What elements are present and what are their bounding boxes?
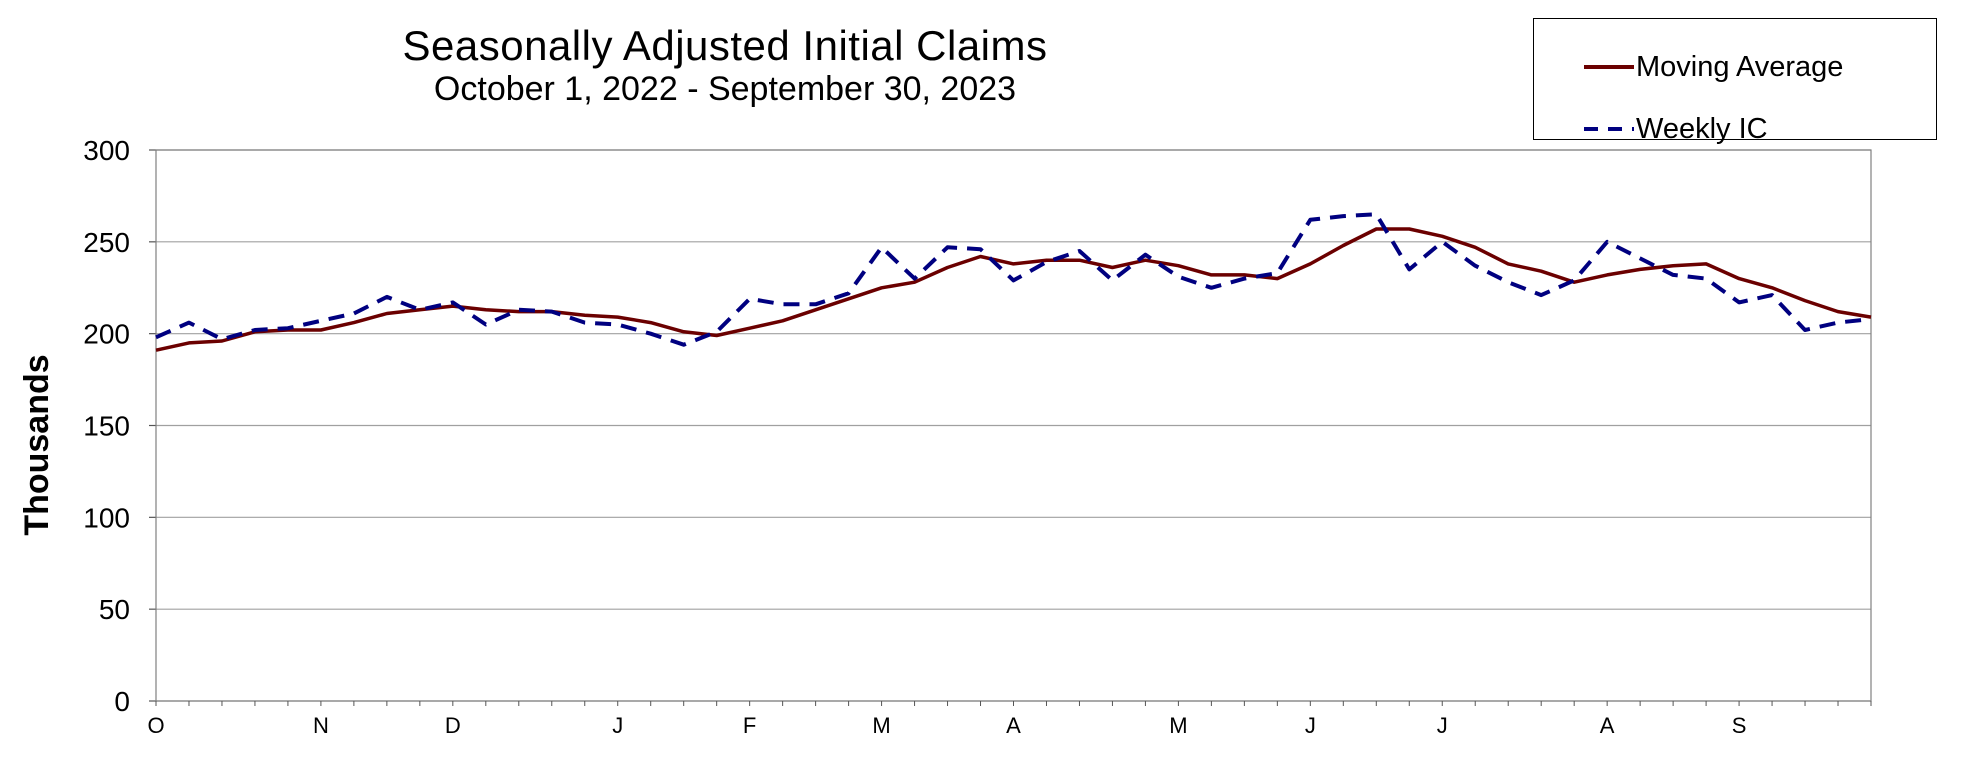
y-tick-label: 0: [114, 686, 130, 717]
x-tick-label: F: [743, 713, 756, 738]
x-tick-label: J: [1305, 713, 1316, 738]
legend: Moving Average Weekly IC: [1533, 18, 1937, 145]
y-tick-label: 100: [83, 502, 130, 533]
chart-title: Seasonally Adjusted Initial Claims: [402, 22, 1048, 69]
series-lines: [155, 212, 1872, 352]
x-tick-label: J: [612, 713, 623, 738]
y-tick-label: 300: [83, 135, 130, 166]
series-line-weekly-ic: [155, 212, 1872, 347]
x-tick-label: A: [1006, 713, 1021, 738]
legend-swatch-weekly-ic: [1584, 127, 1634, 131]
x-tick-label: A: [1600, 713, 1615, 738]
y-axis-label: Thousands: [18, 354, 56, 535]
x-tick-label: O: [147, 713, 164, 738]
y-tick-label: 50: [99, 594, 130, 625]
legend-label-moving-average: Moving Average: [1636, 50, 1844, 83]
x-tick-label: N: [313, 713, 329, 738]
y-tick-label: 200: [83, 319, 130, 350]
legend-item-weekly-ic: Weekly IC: [1584, 109, 1768, 149]
y-tick-label: 250: [83, 227, 130, 258]
legend-label-weekly-ic: Weekly IC: [1636, 112, 1768, 145]
x-tick-label: M: [872, 713, 890, 738]
x-tick-label: M: [1169, 713, 1187, 738]
y-tick-label: 150: [83, 411, 130, 442]
x-tick-label: D: [445, 713, 461, 738]
x-tick-label: J: [1437, 713, 1448, 738]
chart-subtitle: October 1, 2022 - September 30, 2023: [433, 70, 1017, 108]
x-tick-label: S: [1732, 713, 1747, 738]
series-line-moving-average: [155, 227, 1872, 352]
legend-item-moving-average: Moving Average: [1584, 47, 1843, 87]
gridlines: [156, 149, 1871, 702]
axes: 0 50 100 150 200 250 300 O N D J F M A M J J A S: [83, 135, 1872, 738]
legend-swatch-moving-average: [1584, 65, 1634, 69]
